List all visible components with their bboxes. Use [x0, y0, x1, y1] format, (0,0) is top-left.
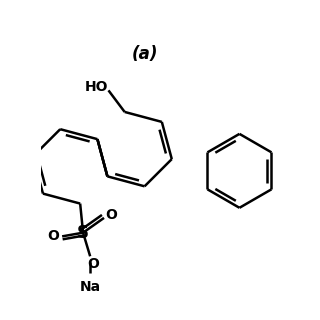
Text: HO: HO — [84, 80, 108, 94]
Text: S: S — [77, 224, 89, 242]
Text: O: O — [87, 257, 99, 271]
Text: O: O — [105, 208, 117, 222]
Text: Na: Na — [80, 280, 101, 294]
Text: O: O — [47, 229, 59, 244]
Text: (a): (a) — [132, 45, 158, 63]
